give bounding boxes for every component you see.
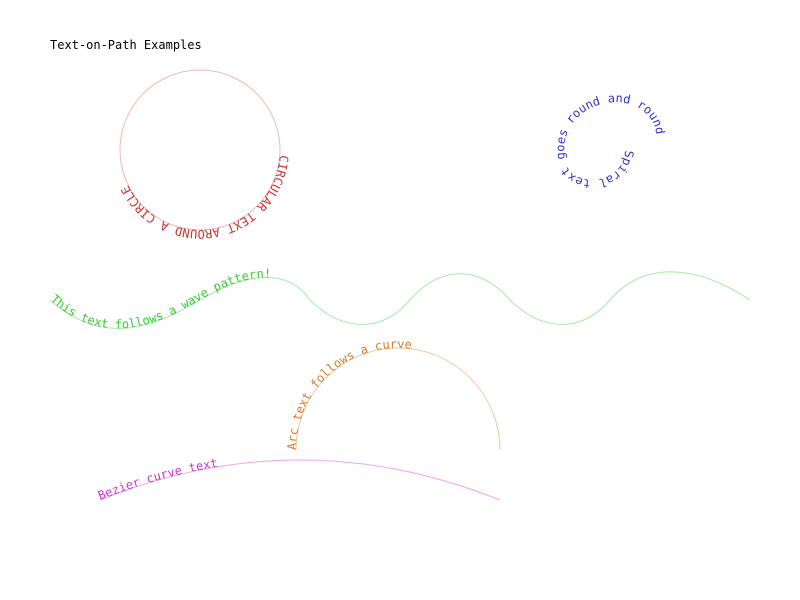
circle-guide	[119, 69, 281, 231]
spiral-text-path: Spiral text goes round and round	[553, 91, 667, 191]
wave-text-path: This text follows a wave pattern!	[48, 266, 271, 331]
spiral-path-text: Spiral text goes round and round	[553, 91, 667, 191]
circle-path-text: CIRCULAR TEXT AROUND A CIRCLE	[118, 155, 291, 241]
arc-path-text: Arc text follows a curve	[285, 337, 413, 450]
bezier-path-text: Bezier curve text	[96, 456, 219, 503]
page-title: Text-on-Path Examples	[50, 38, 202, 52]
wave-path-text: This text follows a wave pattern!	[48, 266, 271, 331]
circle-text-path: CIRCULAR TEXT AROUND A CIRCLE	[118, 155, 291, 241]
arc-text-path: Arc text follows a curve	[285, 337, 413, 450]
bezier-text-path: Bezier curve text	[96, 456, 219, 503]
